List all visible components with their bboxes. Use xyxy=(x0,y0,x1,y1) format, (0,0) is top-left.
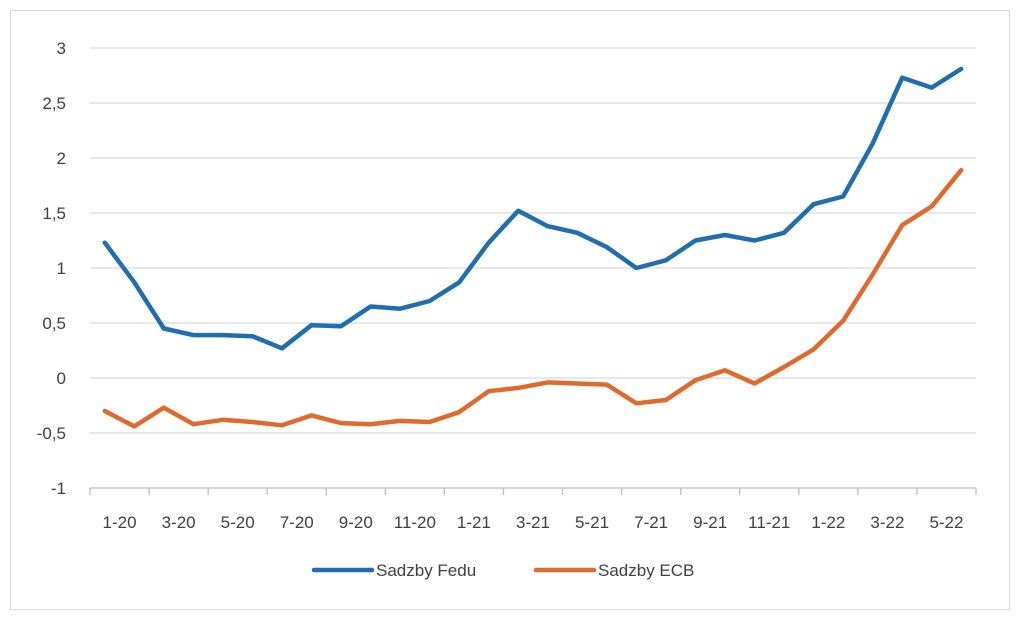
gridlines xyxy=(90,47,976,434)
x-tick-label: 5-21 xyxy=(575,513,609,532)
y-tick-label: -0,5 xyxy=(37,424,66,443)
legend: Sadzby Fedu Sadzby ECB xyxy=(311,561,694,580)
x-tick-label: 3-21 xyxy=(516,513,550,532)
y-tick-label: 3 xyxy=(57,39,66,58)
y-tick-label: 2 xyxy=(57,149,66,168)
x-tick-label: 7-20 xyxy=(280,513,314,532)
y-tick-label: 1,5 xyxy=(42,204,66,223)
x-axis-tick-labels: 1-20 3-20 5-20 7-20 9-20 11-20 1-21 3-21 5-21 7-2… xyxy=(103,513,964,532)
series-line-fed xyxy=(102,66,964,351)
x-tick-label: 9-20 xyxy=(339,513,373,532)
x-tick-label: 5-20 xyxy=(221,513,255,532)
legend-label-fed: Sadzby Fedu xyxy=(376,561,476,580)
x-tick-label: 3-20 xyxy=(162,513,196,532)
legend-label-ecb: Sadzby ECB xyxy=(598,561,694,580)
x-tick-label: 1-20 xyxy=(103,513,137,532)
x-tick-label: 3-22 xyxy=(870,513,904,532)
y-tick-label: 1 xyxy=(57,259,66,278)
chart-frame xyxy=(10,10,1010,610)
x-tick-label: 1-21 xyxy=(457,513,491,532)
y-axis-tick-labels: -1 -0,5 0 0,5 1 1,5 2 2,5 3 xyxy=(37,39,66,498)
x-tick-label: 11-20 xyxy=(394,513,436,532)
x-tick-label: 9-21 xyxy=(693,513,727,532)
x-tick-label: 5-22 xyxy=(929,513,963,532)
x-tick-label: 7-21 xyxy=(634,513,668,532)
y-tick-label: 2,5 xyxy=(42,94,66,113)
x-tick-label: 11-21 xyxy=(748,513,790,532)
y-tick-label: 0 xyxy=(57,369,66,388)
series-line-ecb xyxy=(102,167,964,429)
y-tick-label: -1 xyxy=(51,479,66,498)
series-lines xyxy=(102,66,964,429)
x-tick-label: 1-22 xyxy=(811,513,845,532)
y-tick-label: 0,5 xyxy=(42,314,66,333)
x-axis xyxy=(89,487,977,495)
